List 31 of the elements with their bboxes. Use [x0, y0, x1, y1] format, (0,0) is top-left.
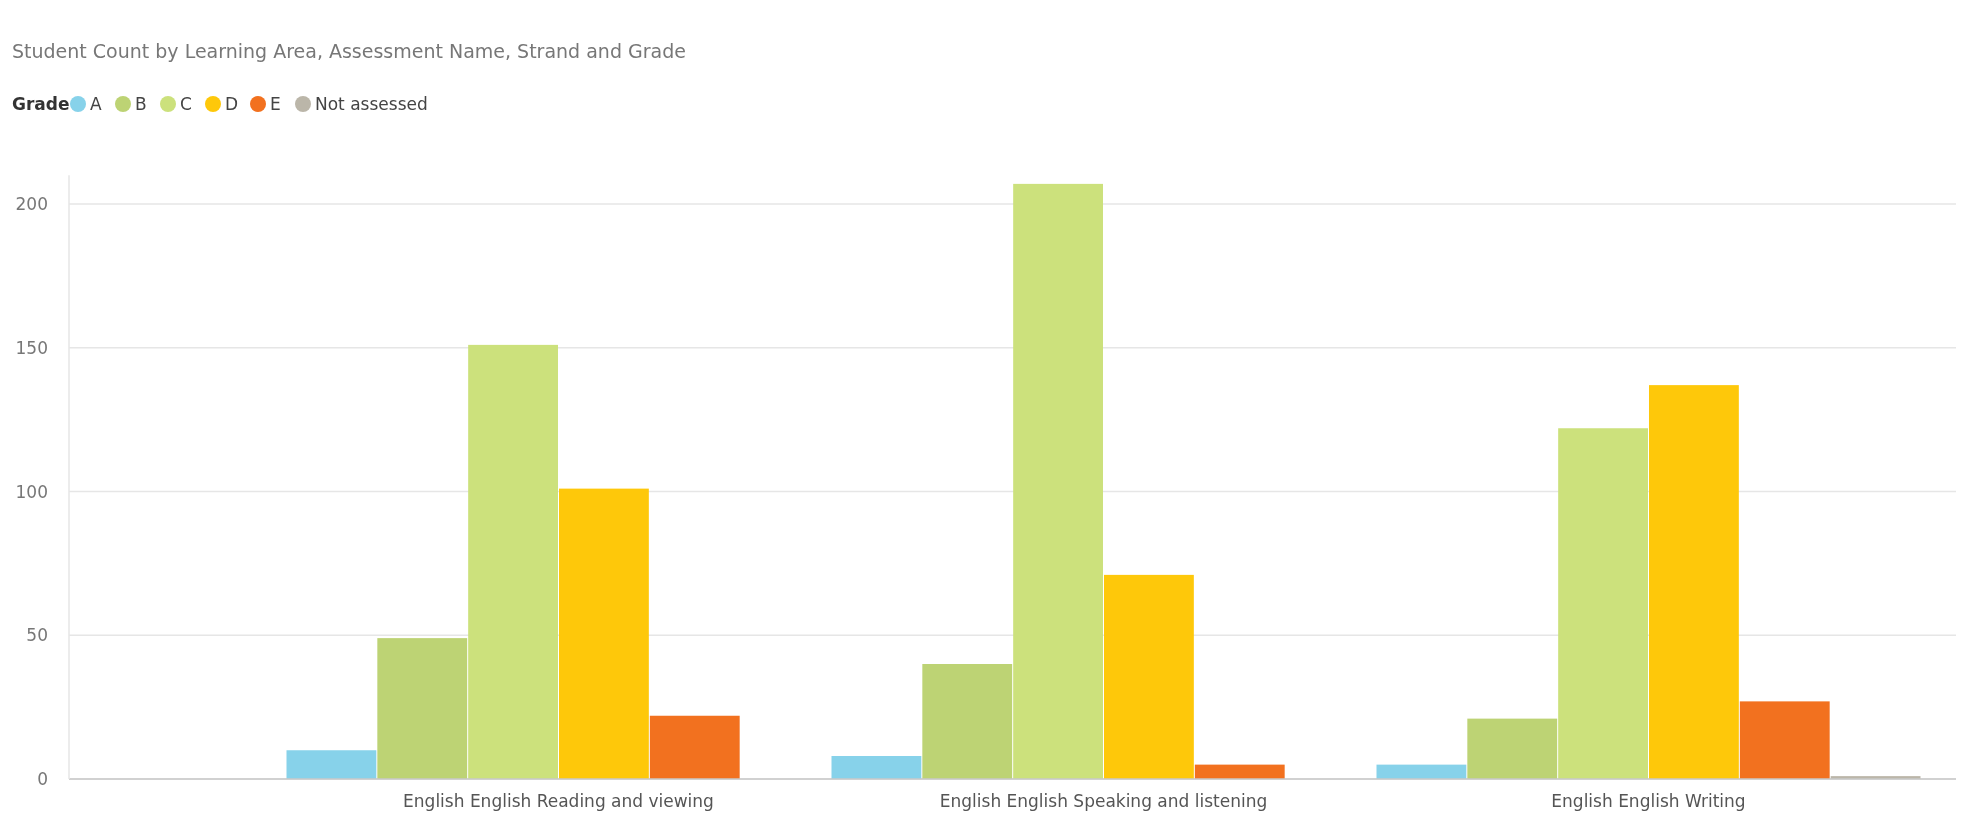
bar [1558, 428, 1648, 779]
legend-title: Grade [12, 94, 70, 114]
legend-label: A [90, 94, 102, 114]
bar [649, 715, 740, 779]
y-tick-label: 150 [15, 337, 48, 358]
bar [559, 488, 649, 779]
bar [1739, 701, 1830, 779]
bar [831, 756, 922, 779]
y-tick-label: 200 [15, 194, 48, 214]
bar [1376, 764, 1467, 779]
bar [377, 638, 468, 779]
x-tick-label: English English Writing [1551, 791, 1746, 811]
bar [1013, 183, 1103, 779]
x-tick-label: English English Reading and viewing [403, 791, 714, 811]
legend-label: D [225, 94, 239, 114]
x-tick-label: English English Speaking and listening [939, 791, 1268, 811]
bar [1194, 764, 1285, 779]
legend-label: Not assessed [315, 94, 428, 114]
chart-title: Student Count by Learning Area, Assessment Name, Strand and Grade [12, 40, 686, 62]
bar [468, 344, 558, 779]
bar [922, 664, 1013, 779]
y-tick-label: 0 [37, 769, 48, 789]
bar [1467, 718, 1558, 779]
legend-label: C [180, 94, 192, 114]
legend-label: E [270, 94, 281, 114]
y-tick-label: 100 [15, 481, 48, 502]
bar [286, 750, 377, 779]
bar [1104, 574, 1194, 779]
bar [1649, 385, 1739, 779]
y-tick-label: 50 [26, 625, 48, 646]
legend-label: B [135, 94, 147, 114]
